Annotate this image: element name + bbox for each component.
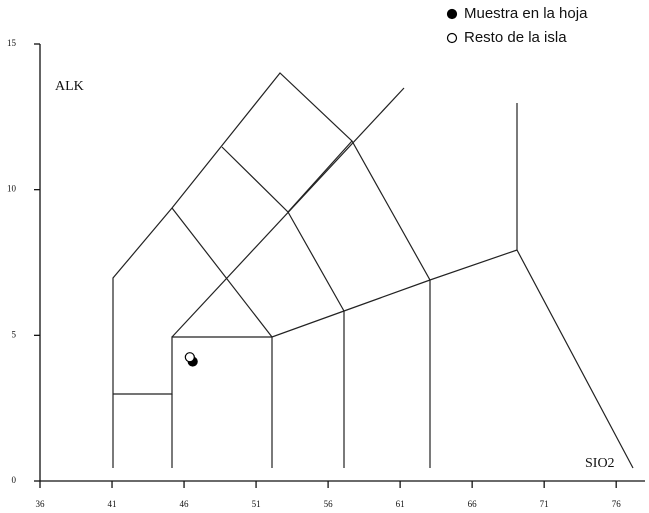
data-point — [184, 352, 195, 363]
x-tick-label: 76 — [612, 499, 622, 509]
x-tick-label: 41 — [108, 499, 117, 509]
x-tick-label: 56 — [324, 499, 334, 509]
legend-marker — [446, 32, 458, 44]
y-tick-label: 10 — [7, 184, 17, 194]
field-boundaries — [112, 72, 634, 469]
x-tick-label: 46 — [180, 499, 190, 509]
y-tick-label: 15 — [7, 38, 17, 48]
legend-label: Muestra en la hoja — [464, 5, 588, 22]
x-tick-label: 66 — [468, 499, 478, 509]
legend-marker — [446, 8, 458, 20]
y-axis-label: ALK — [55, 79, 84, 94]
y-tick-label: 5 — [12, 329, 17, 339]
x-tick-label: 51 — [252, 499, 261, 509]
x-tick-label: 61 — [396, 499, 405, 509]
x-axis-label: SIO2 — [585, 456, 615, 471]
y-tick-label: 0 — [12, 475, 17, 485]
legend-label: Resto de la isla — [464, 29, 567, 46]
x-tick-label: 71 — [540, 499, 549, 509]
x-tick-label: 36 — [36, 499, 46, 509]
